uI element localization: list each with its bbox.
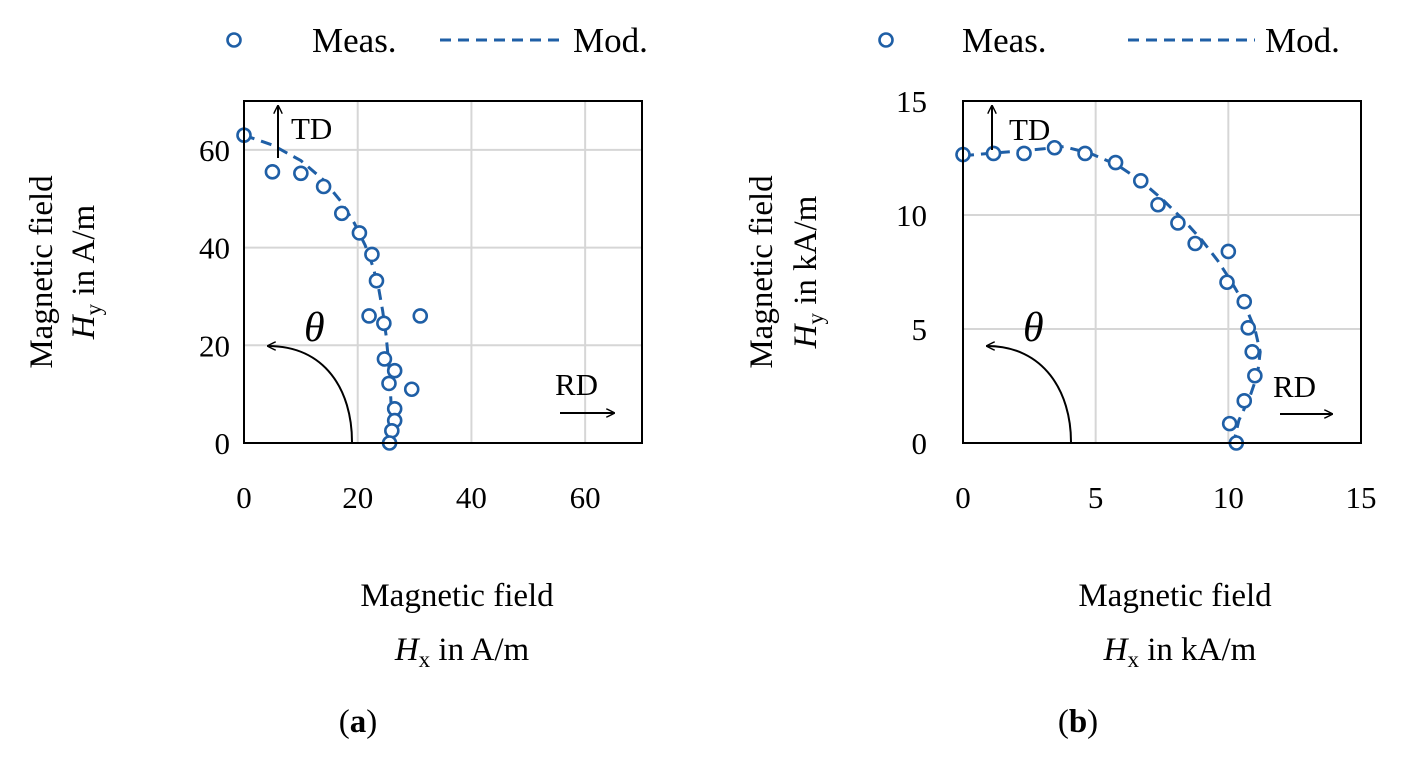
theta-label: θ: [1023, 305, 1044, 351]
measured-series: [236, 127, 429, 451]
measured-point: [1187, 235, 1203, 252]
measured-point: [1077, 145, 1093, 162]
measured-point: [1236, 393, 1253, 409]
model-series: [962, 145, 1262, 444]
measured-point: [384, 422, 400, 439]
measured-point: [264, 164, 281, 180]
measured-point: [1150, 196, 1166, 213]
measured-point: [1107, 154, 1124, 171]
panel-caption-a: (a): [339, 704, 378, 740]
measured-point: [1240, 320, 1257, 336]
y-axis-label-line1: Magnetic field: [744, 175, 780, 369]
measured-point: [1221, 415, 1238, 432]
x-axis-label-line1: Magnetic field: [360, 578, 554, 614]
legend-label-mod: Mod.: [1265, 21, 1340, 60]
measured-point: [1046, 139, 1063, 156]
y-tick-label: 0: [912, 426, 928, 461]
theta-arc-arrow: [987, 346, 1072, 443]
y-axis-label-line2: Hy in A/m: [66, 204, 106, 340]
y-axis-label-line2: Hy in kA/m: [788, 195, 828, 349]
model-line: [962, 145, 1262, 444]
measured-point: [1016, 145, 1032, 162]
x-axis-label-line2: Hx in kA/m: [1103, 632, 1257, 672]
y-tick-label: 5: [912, 312, 928, 347]
theta-arc-arrow: [268, 346, 353, 443]
measured-point: [1132, 173, 1149, 189]
measured-point: [361, 308, 377, 324]
measured-point: [364, 246, 380, 263]
measured-point: [333, 205, 350, 222]
x-tick-label: 0: [236, 480, 252, 515]
measured-point: [403, 381, 420, 398]
y-tick-label: 40: [199, 231, 230, 266]
rd-label: RD: [555, 367, 598, 402]
legend-label-mod: Mod.: [573, 21, 648, 60]
measured-point: [368, 272, 385, 289]
legend-marker-meas: [226, 32, 242, 48]
y-tick-label: 10: [896, 198, 927, 233]
x-tick-label: 10: [1213, 480, 1244, 515]
measured-point: [376, 351, 393, 367]
measured-point: [1236, 293, 1253, 310]
measured-point: [1244, 343, 1261, 360]
measured-point: [412, 308, 429, 324]
td-label: TD: [1009, 112, 1050, 147]
y-axis-label: Magnetic field Hy in kA/m: [744, 175, 828, 369]
tick-labels: 0 20 40 60 0 20 40 60: [199, 133, 601, 515]
plot-frame: [962, 100, 1362, 444]
measured-point: [376, 315, 392, 332]
y-tick-label: 0: [215, 426, 231, 461]
x-tick-label: 15: [1346, 480, 1377, 515]
measured-point: [1220, 243, 1237, 260]
legend-label-meas: Meas.: [962, 21, 1047, 60]
x-axis-label-line1: Magnetic field: [1078, 578, 1272, 614]
theta-label: θ: [304, 305, 325, 351]
y-tick-label: 60: [199, 133, 230, 168]
measured-point: [386, 362, 403, 379]
x-tick-label: 0: [955, 480, 971, 515]
legend-marker-meas: [878, 32, 894, 48]
plot-frame: [243, 100, 643, 444]
measured-point: [1219, 274, 1235, 291]
y-tick-label: 15: [896, 84, 927, 119]
measured-point: [315, 178, 332, 195]
measured-point: [1247, 367, 1263, 384]
measured-point: [293, 165, 309, 182]
y-axis-label-line1: Magnetic field: [24, 175, 60, 369]
chart-panel-a: 0 20 40 60 0 20 40 60 Meas. Mod. TD RD θ Magnet…: [24, 21, 648, 740]
x-tick-label: 60: [570, 480, 601, 515]
x-axis-label-line2: Hx in A/m: [394, 632, 530, 672]
y-tick-label: 20: [199, 328, 230, 363]
measured-point: [381, 375, 397, 392]
x-tick-label: 40: [456, 480, 487, 515]
x-tick-label: 5: [1088, 480, 1104, 515]
td-label: TD: [291, 111, 332, 146]
rd-label: RD: [1273, 369, 1316, 404]
grid-lines: [963, 101, 1361, 443]
grid-lines: [244, 101, 642, 443]
measured-point: [1170, 215, 1186, 231]
x-tick-label: 20: [342, 480, 373, 515]
measured-point: [351, 225, 368, 241]
tick-labels: 0 5 10 15 0 5 10 15: [896, 84, 1377, 515]
measured-point: [985, 145, 1002, 162]
measured-series: [955, 139, 1263, 451]
legend-label-meas: Meas.: [312, 21, 397, 60]
panel-caption-b: (b): [1058, 704, 1098, 740]
y-axis-label: Magnetic field Hy in A/m: [24, 175, 106, 369]
chart-panel-b: 0 5 10 15 0 5 10 15 Meas. Mod. TD RD θ Magnetic…: [744, 21, 1377, 740]
